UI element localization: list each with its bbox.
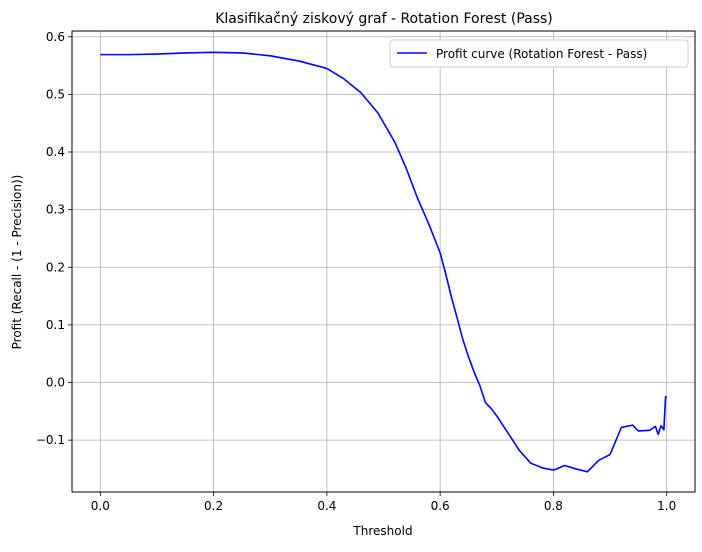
legend-label: Profit curve (Rotation Forest - Pass) bbox=[436, 47, 647, 61]
y-tick-label: 0.4 bbox=[46, 145, 65, 159]
x-tick-label: 0.2 bbox=[204, 499, 223, 513]
legend-box bbox=[389, 39, 689, 68]
y-tick-label: 0.2 bbox=[46, 260, 65, 274]
y-tick-label: −0.1 bbox=[36, 433, 65, 447]
x-tick-label: 0.4 bbox=[317, 499, 336, 513]
x-axis-label: Threshold bbox=[352, 524, 412, 538]
x-tick-label: 0.6 bbox=[431, 499, 450, 513]
series-layer bbox=[100, 51, 668, 473]
y-tick-label: 0.0 bbox=[46, 376, 65, 390]
chart-title: Klasifikačný ziskový graf - Rotation For… bbox=[215, 11, 553, 27]
x-tick-label: 1.0 bbox=[657, 499, 676, 513]
plot-frame bbox=[71, 30, 696, 493]
y-tick-label: 0.5 bbox=[46, 87, 65, 101]
series-line-profit-curve bbox=[100, 51, 668, 473]
y-tick-label: 0.1 bbox=[46, 318, 65, 332]
y-tick-label: 0.6 bbox=[46, 30, 65, 44]
legend: Profit curve (Rotation Forest - Pass) bbox=[389, 39, 689, 68]
ticks-layer: 0.0 0.2 0.4 0.6 0.8 1.0 −0.1 0.0 0.1 0.2 0.3 0.4 0.5… bbox=[36, 30, 676, 513]
x-tick-label: 0.8 bbox=[544, 499, 563, 513]
x-tick-label: 0.0 bbox=[91, 499, 110, 513]
y-tick-label: 0.3 bbox=[46, 203, 65, 217]
grid-layer bbox=[72, 31, 695, 492]
y-axis-label: Profit (Recall - (1 - Precision)) bbox=[10, 175, 24, 350]
